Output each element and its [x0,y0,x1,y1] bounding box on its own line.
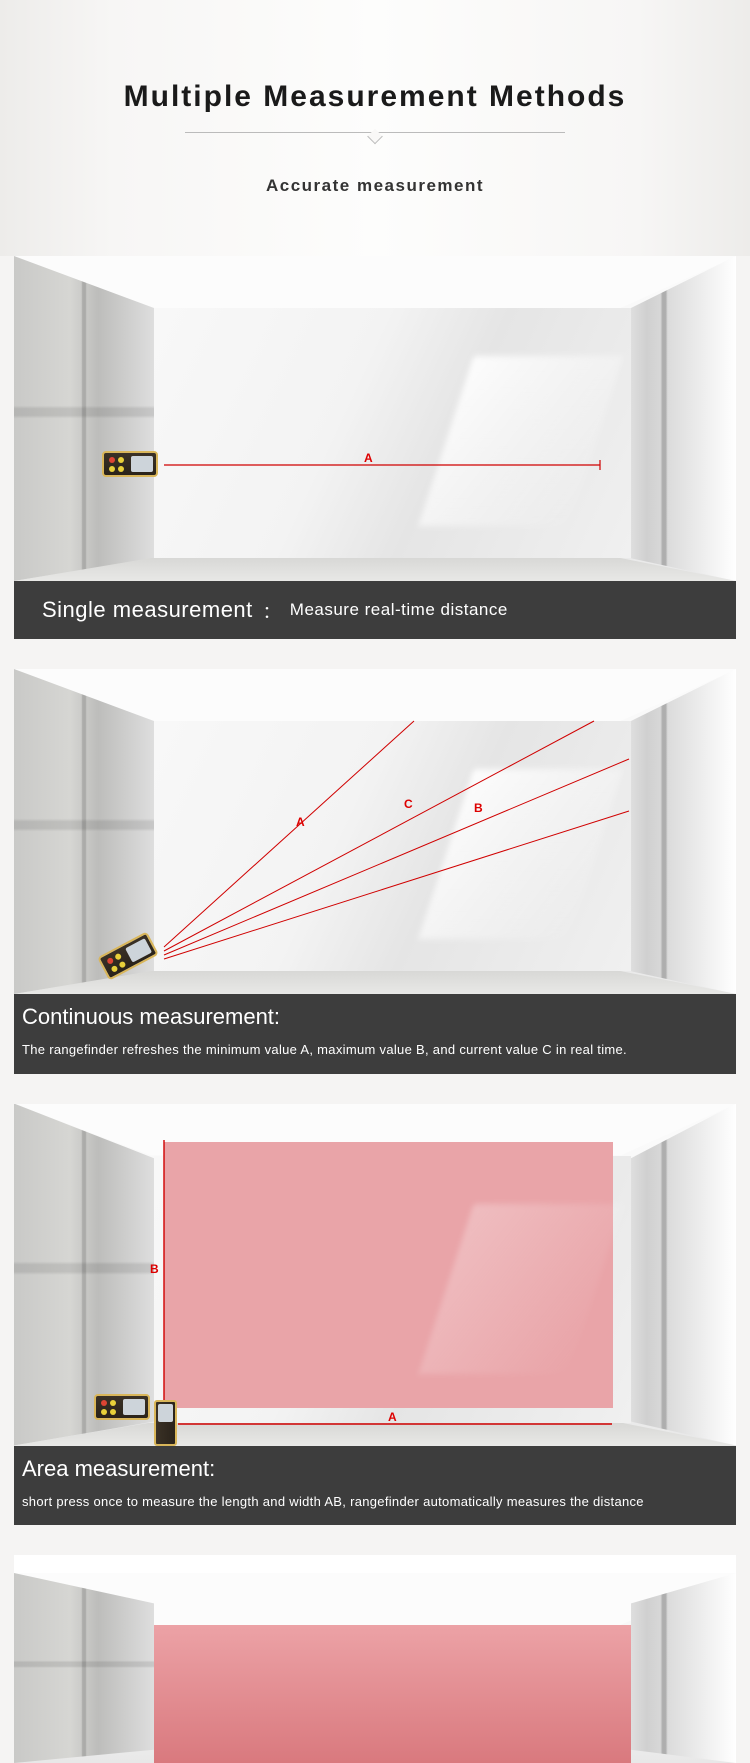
label-a: A [364,451,373,465]
room-illustration [14,1573,736,1763]
caption: Single measurement ： Measure real-time d… [14,581,736,639]
page-subtitle: Accurate measurement [0,176,750,196]
title-divider [185,132,565,146]
header: Multiple Measurement Methods Accurate me… [0,0,750,256]
caption: Area measurement: short press once to me… [14,1446,736,1526]
label-a: A [388,1410,397,1424]
device-icon [102,451,158,477]
caption-desc: The rangefinder refreshes the minimum va… [22,1040,728,1060]
caption-desc: Measure real-time distance [290,600,508,620]
room-illustration: B A [14,1104,736,1446]
spacer [14,1555,736,1573]
label-c: C [404,797,413,811]
device-icon [154,1400,177,1446]
room-illustration: A C B [14,669,736,994]
caption-title: Continuous measurement: [22,1004,728,1030]
label-a: A [296,815,305,829]
panel-single: A Single measurement ： Measure real-time… [14,256,736,639]
page-title: Multiple Measurement Methods [0,80,750,114]
device-icon [94,1394,150,1420]
panel-area: B A Area measurement: short press once t… [14,1104,736,1526]
label-b: B [150,1262,159,1276]
laser-overlay [14,256,736,581]
caption-desc: short press once to measure the length a… [22,1492,728,1512]
caption-colon: ： [263,598,280,623]
caption: Continuous measurement: The rangefinder … [14,994,736,1074]
panel-partial [14,1573,736,1763]
caption-title: Single measurement [42,597,253,623]
label-b: B [474,801,483,815]
room-illustration: A [14,256,736,581]
panel-continuous: A C B Continuous measurement: The rangef… [14,669,736,1074]
area-highlight [154,1625,631,1763]
caption-title: Area measurement: [22,1456,728,1482]
